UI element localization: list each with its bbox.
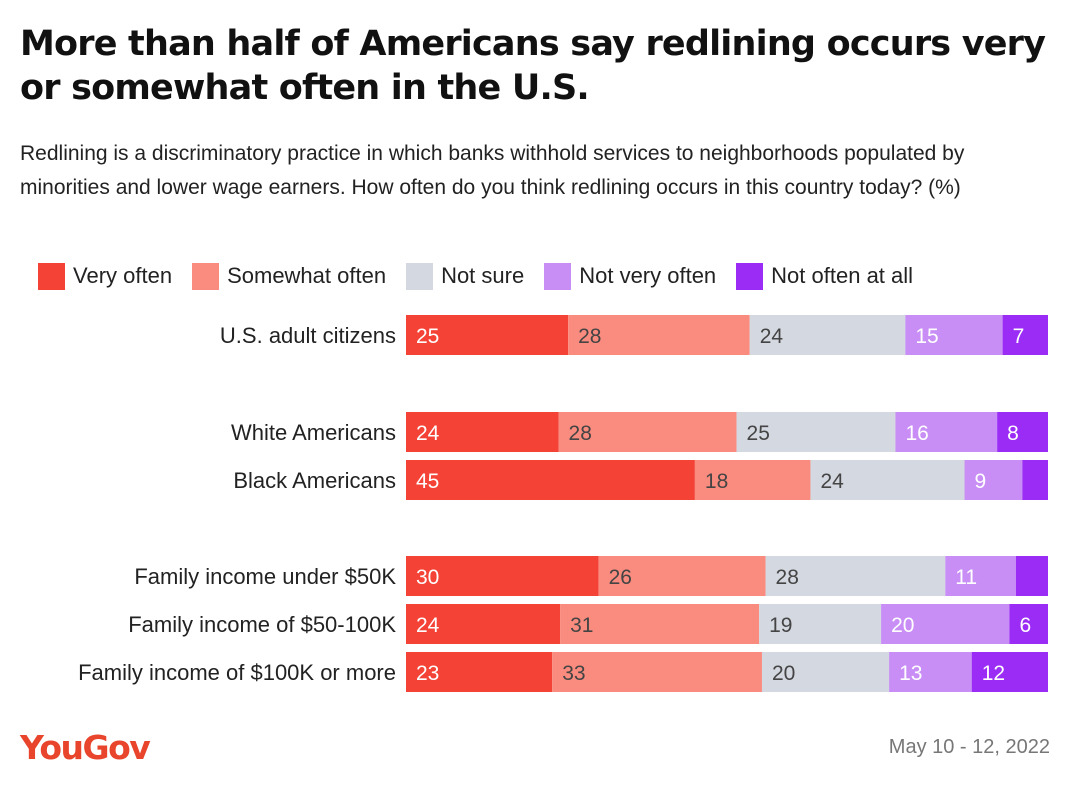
bar-segment-not-often-at-all-u-s-adult-citizens [1002, 315, 1048, 355]
legend-item-not-often-at-all: Not often at all [736, 262, 914, 290]
legend-label-not-often-at-all: Not often at all [771, 263, 914, 288]
category-label-u-s-adult-citizens: U.S. adult citizens [220, 323, 396, 348]
category-label-white-americans: White Americans [231, 420, 396, 445]
bar-segment-somewhat-often-family-income-under-50k [598, 556, 766, 596]
data-label-very-often-family-income-of-100k-or-more: 23 [416, 662, 439, 685]
data-label-very-often-u-s-adult-citizens: 25 [416, 325, 439, 348]
data-label-not-often-at-all-family-income-of-100k-or-more: 12 [982, 662, 1005, 685]
chart-legend: Very often Somewhat often Not sure Not v… [38, 260, 933, 292]
legend-item-very-often: Very often [38, 262, 173, 290]
bar-segment-very-often-family-income-under-50k [406, 556, 599, 596]
bar-segment-not-often-at-all-family-income-of-50-100k [1009, 604, 1048, 644]
legend-swatch-not-often-at-all [736, 262, 764, 290]
data-label-somewhat-often-family-income-of-100k-or-more: 33 [562, 662, 585, 685]
legend-label-not-sure: Not sure [441, 263, 525, 288]
yougov-logo: YouGov [20, 728, 151, 767]
bar-segment-very-often-black-americans [406, 460, 695, 500]
survey-date: May 10 - 12, 2022 [888, 736, 1050, 758]
category-label-family-income-of-100k-or-more: Family income of $100K or more [78, 660, 396, 685]
data-label-not-very-often-white-americans: 16 [905, 422, 928, 445]
bar-segment-not-sure-family-income-of-50-100k [759, 604, 882, 644]
bar-segment-not-often-at-all-family-income-under-50k [1015, 556, 1048, 596]
data-label-not-very-often-family-income-under-50k: 11 [955, 566, 977, 589]
bar-segment-not-very-often-white-americans [895, 412, 998, 452]
category-label-black-americans: Black Americans [233, 468, 396, 493]
bar-segment-not-often-at-all-family-income-of-100k-or-more [971, 652, 1048, 692]
data-label-somewhat-often-black-americans: 18 [705, 470, 728, 493]
data-label-not-very-often-u-s-adult-citizens: 15 [915, 325, 938, 348]
chart-subtitle: Redlining is a discriminatory practice i… [20, 142, 965, 199]
data-label-not-sure-family-income-of-50-100k: 19 [769, 614, 792, 637]
legend-swatch-not-very-often [544, 262, 572, 290]
data-label-not-often-at-all-u-s-adult-citizens: 7 [1013, 325, 1025, 348]
legend-item-not-sure: Not sure [406, 262, 525, 290]
data-label-very-often-black-americans: 45 [416, 470, 439, 493]
bar-segment-not-very-often-family-income-under-50k [945, 556, 1016, 596]
legend-swatch-somewhat-often [192, 262, 220, 290]
bar-segment-not-very-often-u-s-adult-citizens [905, 315, 1003, 355]
category-label-family-income-of-50-100k: Family income of $50-100K [128, 612, 396, 637]
data-label-somewhat-often-white-americans: 28 [569, 422, 592, 445]
legend-label-very-often: Very often [73, 263, 173, 288]
bar-segment-very-often-family-income-of-50-100k [406, 604, 561, 644]
data-label-somewhat-often-family-income-of-50-100k: 31 [570, 614, 593, 637]
bar-segment-very-often-white-americans [406, 412, 559, 452]
data-label-somewhat-often-u-s-adult-citizens: 28 [578, 325, 601, 348]
data-label-not-often-at-all-white-americans: 8 [1007, 422, 1019, 445]
bar-segment-not-very-often-family-income-of-100k-or-more [889, 652, 972, 692]
bar-segment-somewhat-often-white-americans [558, 412, 737, 452]
bar-segment-somewhat-often-black-americans [694, 460, 811, 500]
category-label-family-income-under-50k: Family income under $50K [134, 564, 396, 589]
bar-segment-not-sure-u-s-adult-citizens [749, 315, 906, 355]
data-label-not-sure-black-americans: 24 [820, 470, 844, 493]
bar-segment-somewhat-often-u-s-adult-citizens [568, 315, 750, 355]
bar-segment-somewhat-often-family-income-of-100k-or-more [552, 652, 762, 692]
bar-segment-not-sure-white-americans [736, 412, 896, 452]
legend-item-not-very-often: Not very often [544, 262, 717, 290]
bar-segment-very-often-u-s-adult-citizens [406, 315, 569, 355]
bar-segment-very-often-family-income-of-100k-or-more [406, 652, 553, 692]
bar-segment-not-sure-family-income-of-100k-or-more [761, 652, 890, 692]
legend-label-somewhat-often: Somewhat often [227, 263, 387, 288]
data-label-not-sure-u-s-adult-citizens: 24 [760, 325, 784, 348]
data-label-somewhat-often-family-income-under-50k: 26 [609, 566, 632, 589]
bar-segment-not-sure-black-americans [810, 460, 965, 500]
legend-swatch-very-often [38, 262, 65, 290]
bar-segment-not-often-at-all-white-americans [997, 412, 1048, 452]
bar-segment-not-very-often-black-americans [964, 460, 1023, 500]
bar-segment-not-often-at-all-black-americans [1022, 460, 1048, 500]
legend-swatch-not-sure [406, 262, 434, 290]
bar-segment-not-very-often-family-income-of-50-100k [881, 604, 1010, 644]
data-label-not-sure-family-income-under-50k: 28 [776, 566, 799, 589]
data-label-very-often-family-income-of-50-100k: 24 [416, 614, 440, 637]
legend-item-somewhat-often: Somewhat often [192, 262, 387, 290]
bar-segment-somewhat-often-family-income-of-50-100k [560, 604, 760, 644]
data-label-not-sure-white-americans: 25 [747, 422, 770, 445]
data-label-not-often-at-all-family-income-of-50-100k: 6 [1019, 614, 1031, 637]
legend-label-not-very-often: Not very often [579, 263, 717, 288]
data-label-not-sure-family-income-of-100k-or-more: 20 [772, 662, 795, 685]
chart-title: More than half of Americans say redlinin… [20, 24, 1046, 108]
data-label-very-often-white-americans: 24 [416, 422, 440, 445]
data-label-not-very-often-family-income-of-100k-or-more: 13 [899, 662, 922, 685]
bar-segment-not-sure-family-income-under-50k [765, 556, 946, 596]
data-label-not-very-often-family-income-of-50-100k: 20 [891, 614, 914, 637]
data-label-not-very-often-black-americans: 9 [975, 470, 987, 493]
data-label-very-often-family-income-under-50k: 30 [416, 566, 439, 589]
